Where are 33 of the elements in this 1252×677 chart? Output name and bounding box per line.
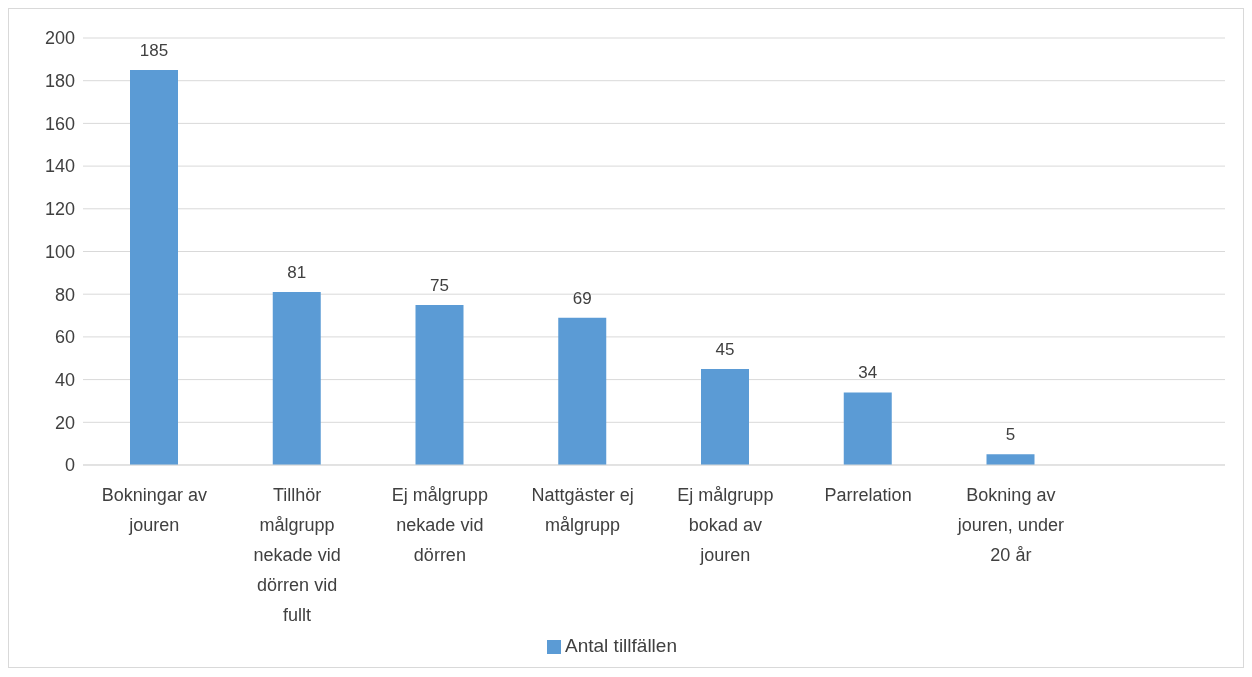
bar [130, 70, 178, 465]
x-tick-label: Bokning av jouren, under 20 år [956, 485, 1064, 565]
y-tick-label: 0 [64, 455, 75, 476]
bar [558, 317, 607, 465]
y-tick-label: 160 [44, 113, 75, 134]
y-tick-label: 200 [44, 28, 75, 49]
data-label: 45 [715, 339, 735, 359]
x-tick-label: Nattgäster ej målgrupp [531, 485, 634, 535]
bar [701, 368, 749, 465]
x-tick-label: Ej målgrupp nekade vid dörren [391, 485, 488, 565]
data-label: 185 [139, 41, 169, 61]
x-tick-label: Ej målgrupp bokad av jouren [677, 485, 774, 565]
data-label: 5 [1005, 425, 1016, 445]
y-tick-label: 180 [44, 71, 75, 92]
y-tick-label: 100 [44, 241, 75, 262]
bar [986, 454, 1035, 465]
legend-label: Antal tillfällen [565, 635, 677, 656]
x-tick-label: Parrelation [824, 485, 912, 505]
data-label: 34 [858, 363, 878, 383]
x-tick-label: Bokningar av jouren [101, 485, 207, 535]
y-tick-label: 120 [44, 199, 75, 220]
data-label: 81 [287, 263, 307, 283]
y-tick-label: 60 [54, 327, 75, 348]
x-tick-label: Tillhör målgrupp nekade vid dörren vid fullt [253, 485, 341, 625]
bar [272, 292, 321, 465]
y-tick-label: 20 [54, 412, 75, 433]
y-tick-label: 80 [54, 284, 75, 305]
y-tick-label: 40 [54, 369, 75, 390]
data-label: 69 [572, 288, 592, 308]
y-tick-label: 140 [44, 156, 75, 177]
data-label: 75 [430, 275, 449, 295]
bar [415, 304, 464, 465]
bar [843, 392, 892, 465]
